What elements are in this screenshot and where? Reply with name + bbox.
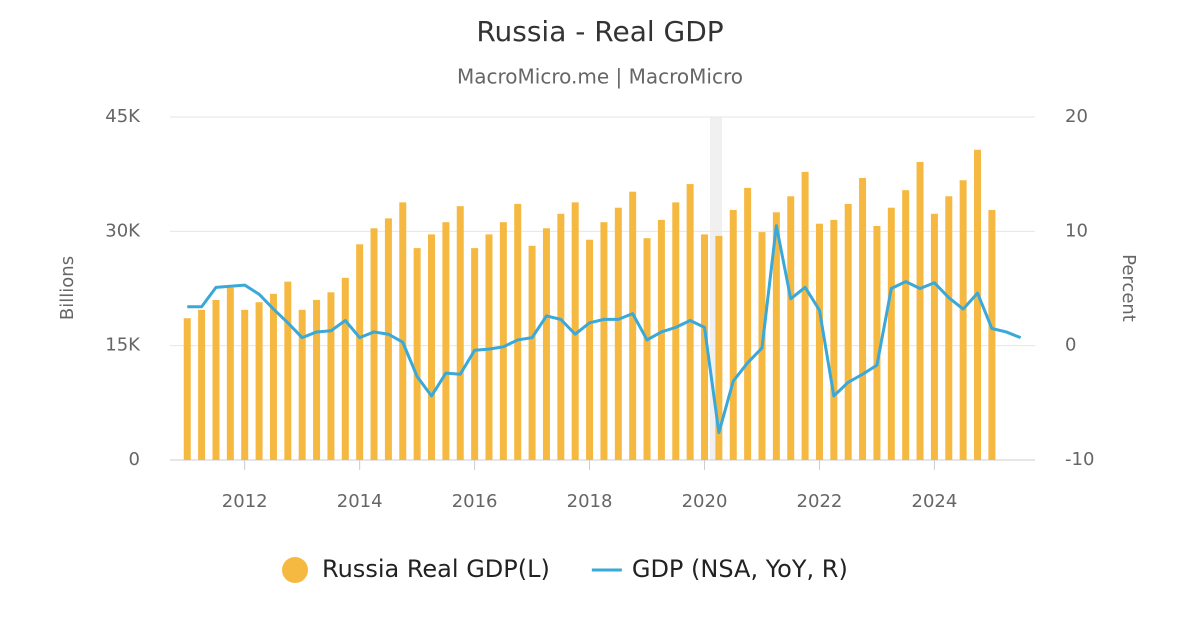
y2-tick-label: -10 [1065,449,1094,470]
bar [815,223,823,460]
bar [255,302,263,460]
bar [528,245,536,460]
bar [198,309,206,460]
bar [226,287,234,460]
bar [183,318,191,460]
x-tick-label: 2018 [567,491,613,512]
bar [715,235,723,460]
bar [959,180,967,460]
bar [313,299,321,460]
bar [672,202,680,460]
bar [600,222,608,460]
chart-subtitle: MacroMicro.me | MacroMicro [457,65,743,89]
y2-axis-label: Percent [1118,254,1139,322]
x-tick-label: 2020 [682,491,728,512]
chart-title: Russia - Real GDP [476,15,723,48]
y-tick-label: 30K [105,220,141,241]
bar [930,213,938,460]
bar [614,207,622,460]
bar [586,239,594,460]
bar [456,206,464,460]
y2-tick-label: 20 [1065,106,1088,127]
bar [341,277,349,460]
bar [887,207,895,460]
bar [657,219,665,460]
bar [370,228,378,460]
bar [413,248,421,460]
bar [284,281,292,460]
bar [514,203,522,461]
x-tick-label: 2012 [222,491,268,512]
y-axis-label: Billions [57,256,78,320]
bar [772,212,780,460]
y-tick-label: 45K [105,106,141,127]
bar [327,292,335,460]
y-tick-label: 15K [105,335,141,356]
legend-swatch [282,557,308,583]
bar [873,225,881,460]
bar [844,203,852,461]
bar [830,219,838,460]
y2-tick-label: 0 [1065,335,1076,356]
bar [571,202,579,460]
y2-tick-label: 10 [1065,220,1088,241]
legend-label: GDP (NSA, YoY, R) [632,555,848,583]
bar [499,222,507,460]
bar [988,209,996,460]
bar [557,213,565,460]
bar [974,149,982,460]
bar [485,234,493,460]
bar [542,228,550,460]
bar [356,244,364,460]
bar [399,202,407,460]
bar [729,209,737,460]
bar [916,161,924,460]
bar [442,222,450,460]
bar [269,293,277,460]
x-tick-label: 2016 [452,491,498,512]
bar [428,234,436,460]
legend-label: Russia Real GDP(L) [322,555,550,583]
bar [384,218,392,460]
bar [241,309,249,460]
x-tick-label: 2024 [912,491,958,512]
line [187,224,1022,435]
bar [945,196,953,460]
bar [298,309,306,460]
x-tick-label: 2014 [337,491,383,512]
bar [801,171,809,460]
bar [212,299,220,460]
bar [629,191,637,460]
bar [471,248,479,460]
x-tick-label: 2022 [797,491,843,512]
bar [701,234,709,460]
bar [643,238,651,460]
bar [902,190,910,460]
y-tick-label: 0 [129,449,140,470]
bar [744,187,752,461]
bar [859,177,867,460]
bar [787,196,795,460]
